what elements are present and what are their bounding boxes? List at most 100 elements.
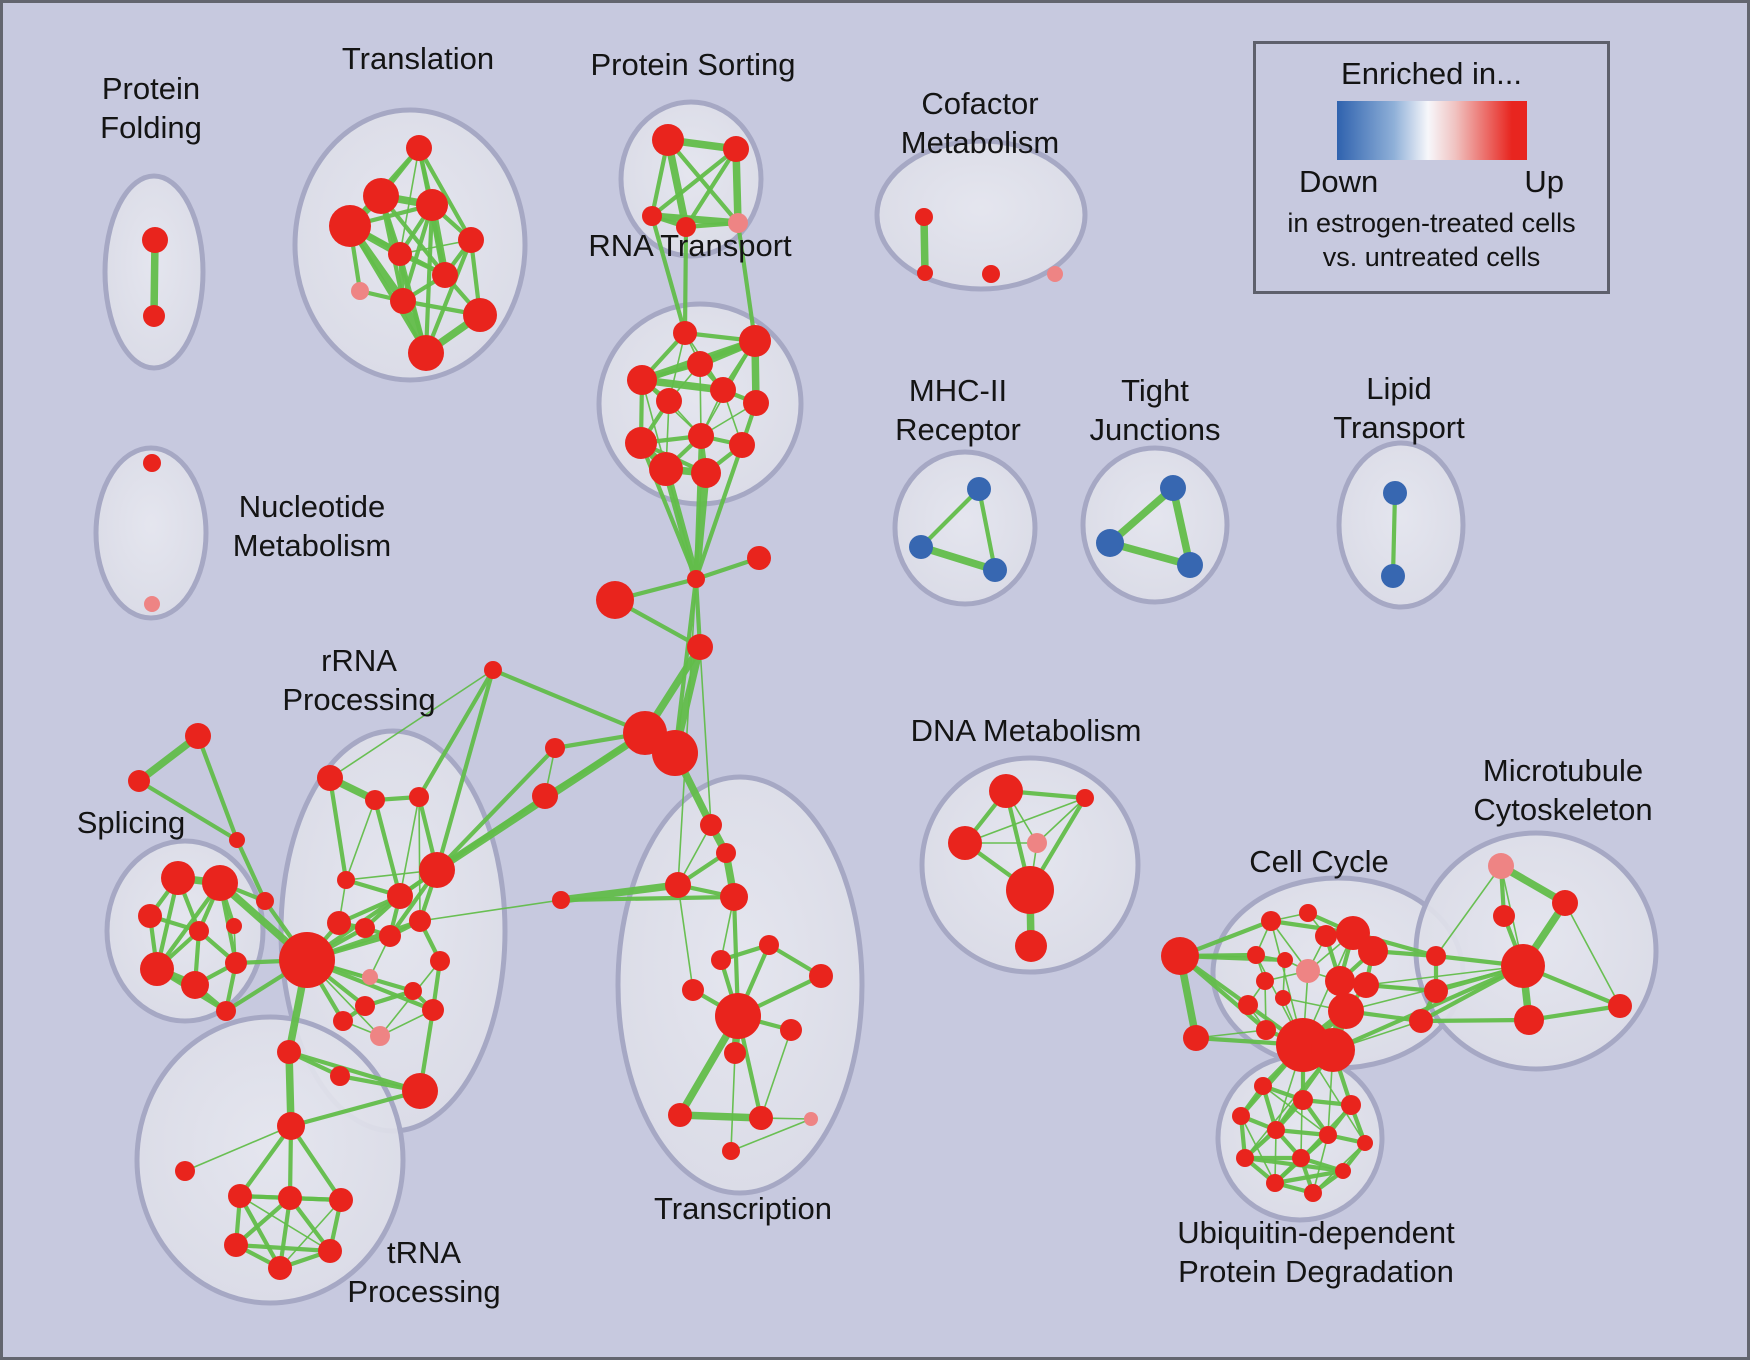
edge: [677, 884, 694, 991]
node: [419, 852, 455, 888]
node: [143, 305, 165, 327]
edge: [434, 667, 496, 873]
node: [370, 1026, 390, 1046]
legend-caption-line2: vs. untreated cells: [1322, 242, 1541, 272]
node: [268, 1256, 292, 1280]
node: [1160, 475, 1186, 501]
legend-caption-line1: in estrogen-treated cells: [1287, 208, 1576, 238]
edge: [234, 837, 268, 904]
edge: [760, 1029, 792, 1119]
edge: [286, 1049, 423, 1094]
cluster-label-dna-metabolism: DNA Metabolism: [911, 713, 1142, 748]
node: [189, 921, 209, 941]
node: [1353, 972, 1379, 998]
node: [330, 1066, 350, 1086]
node: [532, 783, 558, 809]
node: [128, 770, 150, 792]
cluster-bubble-tight-junctions: [1080, 445, 1230, 605]
node: [983, 558, 1007, 582]
edge: [682, 224, 689, 336]
node: [1177, 552, 1203, 578]
edge: [327, 775, 349, 883]
legend-gradient-bar: [1336, 101, 1527, 160]
node: [780, 1019, 802, 1041]
edge: [1564, 902, 1621, 1007]
node: [1293, 1090, 1313, 1110]
node: [1311, 1028, 1355, 1072]
node: [277, 1112, 305, 1140]
node: [202, 865, 238, 901]
cluster-bubble-trna-processing: [134, 1014, 406, 1306]
edge: [976, 486, 998, 573]
edge: [1418, 1017, 1532, 1024]
node: [724, 1042, 746, 1064]
edge: [1036, 797, 1086, 844]
node: [1383, 481, 1407, 505]
edge: [490, 667, 648, 736]
node: [1254, 1077, 1272, 1095]
node: [432, 262, 458, 288]
node: [329, 1188, 353, 1212]
node: [463, 298, 497, 332]
node: [362, 969, 378, 985]
node: [278, 1186, 302, 1210]
node: [409, 787, 429, 807]
edge: [558, 894, 737, 903]
edge: [423, 237, 474, 356]
node: [1256, 972, 1274, 990]
node: [917, 265, 933, 281]
node: [1608, 994, 1632, 1018]
node: [1238, 995, 1258, 1015]
node: [989, 774, 1023, 808]
node: [1358, 936, 1388, 966]
edge: [1244, 1049, 1334, 1159]
edge: [423, 202, 435, 356]
node: [1096, 529, 1124, 557]
cluster-label-mhc-ii-receptor: MHC-II Receptor: [895, 373, 1021, 447]
node: [728, 213, 748, 233]
node: [1335, 1163, 1351, 1179]
node: [226, 918, 242, 934]
node: [668, 1103, 692, 1127]
node: [365, 790, 385, 810]
node: [318, 1239, 342, 1263]
node: [642, 206, 662, 226]
enrichment-map-canvas: Protein Folding Translation Protein Sorting…: [77, 41, 1659, 1309]
edge: [372, 797, 403, 899]
node: [1328, 993, 1364, 1029]
node: [967, 477, 991, 501]
edge: [730, 1118, 812, 1152]
node: [333, 1011, 353, 1031]
edge: [184, 1125, 292, 1172]
node: [379, 925, 401, 947]
node: [1261, 911, 1281, 931]
legend-title: Enriched in...: [1341, 56, 1522, 91]
node: [1236, 1149, 1254, 1167]
cluster-bubble-nucleotide-metabolism: [93, 445, 209, 621]
node: [185, 723, 211, 749]
node: [355, 996, 375, 1016]
node: [1027, 833, 1047, 853]
cluster-label-cofactor-metabolism: Cofactor Metabolism: [901, 86, 1060, 160]
node: [749, 1106, 773, 1130]
edge: [237, 1123, 294, 1199]
node: [1325, 966, 1355, 996]
edge: [237, 1193, 283, 1271]
node: [1047, 266, 1063, 282]
cluster-bubble-mhc-ii-receptor: [892, 449, 1038, 607]
node: [1015, 930, 1047, 962]
node: [627, 365, 657, 395]
node: [1514, 1005, 1544, 1035]
node: [722, 1142, 740, 1160]
edge: [917, 543, 999, 574]
node: [1277, 952, 1293, 968]
node: [545, 738, 565, 758]
edge: [434, 793, 548, 873]
node: [390, 288, 416, 314]
node: [216, 1001, 236, 1021]
node: [1266, 1174, 1284, 1192]
node: [652, 730, 698, 776]
cluster-label-ubiquitin-dependent-protein-degradation: Ubiquitin-dependent Protein Degradation: [1177, 1215, 1455, 1289]
edge: [964, 797, 1086, 844]
node: [279, 932, 335, 988]
